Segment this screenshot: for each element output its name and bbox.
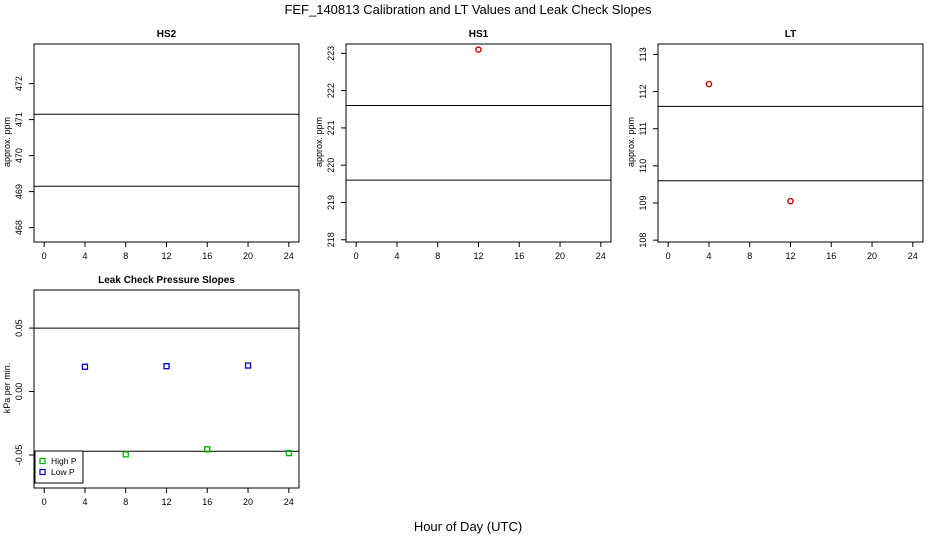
x-tick-label: 4	[706, 251, 711, 261]
data-point	[122, 451, 129, 458]
x-tick-label: 8	[123, 497, 128, 507]
x-tick-label: 4	[82, 251, 87, 261]
plot-frame	[33, 43, 300, 243]
y-tick-label: 469	[14, 184, 24, 199]
y-tick-label: 218	[326, 232, 336, 247]
x-tick-label: 12	[473, 251, 483, 261]
y-tick-label: 221	[326, 120, 336, 135]
y-tick-label: 0.05	[14, 319, 24, 337]
x-tick-label: 8	[435, 251, 440, 261]
x-tick-label: 4	[82, 497, 87, 507]
y-tick-label: 112	[638, 84, 648, 98]
x-tick-label: 0	[42, 497, 47, 507]
y-tick-label: 222	[326, 83, 336, 98]
x-tick-label: 16	[514, 251, 524, 261]
legend-marker	[39, 468, 46, 476]
data-point	[285, 449, 292, 457]
x-tick-label: 8	[123, 251, 128, 261]
panels: HS2 0 4 8 12 16 20 24 468 469 470 471 472 approx. ppm…	[2, 29, 924, 507]
y-tick-label: 468	[14, 220, 24, 235]
y-tick-label: 113	[638, 47, 648, 61]
x-tick-label: 24	[284, 497, 294, 507]
data-point	[81, 363, 89, 370]
y-tick-label: 108	[638, 233, 648, 248]
x-tick-label: 16	[826, 251, 836, 261]
y-axis-label: approx. ppm	[2, 117, 12, 167]
x-tick-label: 0	[42, 251, 47, 261]
legend-marker	[39, 457, 46, 465]
data-point	[787, 197, 794, 205]
y-axis-label: kPa per min.	[2, 363, 12, 414]
x-tick-label: 12	[161, 497, 171, 507]
panel-title: HS2	[157, 29, 177, 40]
y-axis-label: approx. ppm	[314, 117, 324, 167]
legend-label: Low P	[51, 467, 75, 477]
x-tick-label: 16	[202, 251, 212, 261]
y-tick-label: 109	[638, 195, 648, 210]
x-tick-label: 24	[284, 251, 294, 261]
y-tick-label: 110	[638, 159, 648, 173]
figure-title: FEF_140813 Calibration and LT Values and…	[284, 2, 652, 17]
y-tick-label: 223	[326, 46, 336, 61]
y-tick-label: 472	[14, 76, 24, 91]
x-tick-label: 24	[596, 251, 606, 261]
y-axis-label: approx. ppm	[626, 117, 636, 167]
x-tick-label: 8	[747, 251, 752, 261]
figure-xlabel: Hour of Day (UTC)	[414, 519, 522, 534]
y-tick-label: 0.00	[14, 383, 24, 401]
data-point	[163, 363, 170, 370]
plot-frame	[345, 43, 612, 243]
data-point	[204, 446, 211, 453]
legend-box	[34, 450, 84, 484]
y-tick-label: 471	[14, 112, 24, 127]
x-tick-label: 12	[785, 251, 795, 261]
data-point	[475, 46, 482, 53]
x-tick-label: 0	[666, 251, 671, 261]
y-tick-label: 220	[326, 158, 336, 173]
x-tick-label: 16	[202, 497, 212, 507]
x-tick-label: 24	[908, 251, 918, 261]
panel-0: HS2 0 4 8 12 16 20 24 468 469 470 471 472 approx. ppm	[2, 29, 300, 261]
x-tick-label: 20	[555, 251, 565, 261]
panel-3: Leak Check Pressure Slopes 0 4 8 12 16 20 24 -0.…	[2, 275, 300, 507]
y-tick-label: -0.05	[14, 445, 24, 466]
panel-2: LT 0 4 8 12 16 20 24 108 109 110 111 112 113 approx. p…	[626, 29, 924, 261]
data-point	[705, 80, 713, 88]
panel-1: HS1 0 4 8 12 16 20 24 218 219 220 221 222 223 approx. …	[314, 29, 612, 261]
y-tick-label: 111	[638, 122, 648, 136]
legend-label: High P	[51, 456, 77, 466]
panel-title: LT	[785, 29, 796, 40]
x-tick-label: 20	[243, 251, 253, 261]
x-tick-label: 12	[161, 251, 171, 261]
panel-title: Leak Check Pressure Slopes	[98, 275, 235, 286]
x-tick-label: 20	[867, 251, 877, 261]
panel-title: HS1	[469, 29, 489, 40]
plot-frame	[657, 43, 924, 243]
x-tick-label: 20	[243, 497, 253, 507]
y-tick-label: 470	[14, 148, 24, 163]
x-tick-label: 4	[394, 251, 399, 261]
y-tick-label: 219	[326, 195, 336, 210]
data-point	[244, 362, 252, 369]
x-tick-label: 0	[354, 251, 359, 261]
